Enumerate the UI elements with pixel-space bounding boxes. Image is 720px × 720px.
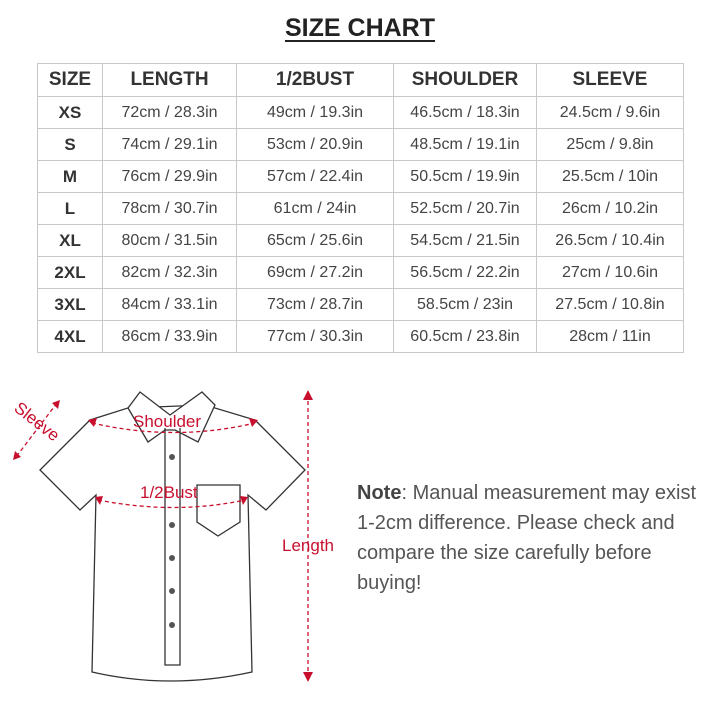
measurement-cell: 26.5cm / 10.4in	[536, 224, 684, 257]
header-sleeve: SLEEVE	[536, 63, 684, 97]
measurement-cell: 52.5cm / 20.7in	[393, 192, 537, 225]
measurement-cell: 80cm / 31.5in	[102, 224, 237, 257]
measurement-cell: 25cm / 9.8in	[536, 128, 684, 161]
note-text: Note: Manual measurement may exist 1-2cm…	[357, 478, 697, 598]
table-row: 3XL 84cm / 33.1in 73cm / 28.7in 58.5cm / 23…	[37, 288, 684, 321]
measurement-cell: 26cm / 10.2in	[536, 192, 684, 225]
measurement-cell: 60.5cm / 23.8in	[393, 320, 537, 353]
size-cell: 3XL	[37, 288, 103, 321]
table-row: 4XL 86cm / 33.9in 77cm / 30.3in 60.5cm / 23…	[37, 320, 684, 353]
measurement-cell: 57cm / 22.4in	[236, 160, 394, 193]
measurement-cell: 56.5cm / 22.2in	[393, 256, 537, 289]
shirt-diagram: Sleeve Shoulder 1/2Bust Length	[11, 390, 334, 682]
table-row: S 74cm / 29.1in 53cm / 20.9in 48.5cm / 19.1…	[37, 128, 684, 161]
measurement-cell: 25.5cm / 10in	[536, 160, 684, 193]
table-row: 2XL 82cm / 32.3in 69cm / 27.2in 56.5cm / 22…	[37, 256, 684, 289]
table-row: M 76cm / 29.9in 57cm / 22.4in 50.5cm / 19.9…	[37, 160, 684, 193]
size-table: SIZE LENGTH 1/2BUST SHOULDER SLEEVE XS 72…	[37, 63, 684, 353]
measurement-cell: 50.5cm / 19.9in	[393, 160, 537, 193]
header-bust: 1/2BUST	[236, 63, 394, 97]
size-cell: XS	[37, 96, 103, 129]
buttons	[169, 454, 175, 628]
measurement-cell: 53cm / 20.9in	[236, 128, 394, 161]
shirt-outline	[39, 391, 306, 682]
measurement-cell: 48.5cm / 19.1in	[393, 128, 537, 161]
table-row: L 78cm / 30.7in 61cm / 24in 52.5cm / 20.7in…	[37, 192, 684, 225]
table-header-row: SIZE LENGTH 1/2BUST SHOULDER SLEEVE	[37, 63, 684, 97]
measurement-cell: 58.5cm / 23in	[393, 288, 537, 321]
measurement-cell: 27.5cm / 10.8in	[536, 288, 684, 321]
header-shoulder: SHOULDER	[393, 63, 537, 97]
measurement-cell: 28cm / 11in	[536, 320, 684, 353]
size-cell: 2XL	[37, 256, 103, 289]
shoulder-label: Shoulder	[133, 412, 201, 431]
measurement-cell: 86cm / 33.9in	[102, 320, 237, 353]
measurement-cell: 46.5cm / 18.3in	[393, 96, 537, 129]
measurement-cell: 27cm / 10.6in	[536, 256, 684, 289]
arrow-heads	[13, 390, 313, 682]
table-row: XS 72cm / 28.3in 49cm / 19.3in 46.5cm / 18.…	[37, 96, 684, 129]
measurement-cell: 84cm / 33.1in	[102, 288, 237, 321]
measurement-cell: 54.5cm / 21.5in	[393, 224, 537, 257]
table-row: XL 80cm / 31.5in 65cm / 25.6in 54.5cm / 21.…	[37, 224, 684, 257]
page-title: SIZE CHART	[285, 14, 435, 42]
measurement-cell: 78cm / 30.7in	[102, 192, 237, 225]
size-cell: M	[37, 160, 103, 193]
measurement-cell: 82cm / 32.3in	[102, 256, 237, 289]
measurement-cell: 24.5cm / 9.6in	[536, 96, 684, 129]
header-length: LENGTH	[102, 63, 237, 97]
note-body: : Manual measurement may exist 1-2cm dif…	[357, 482, 697, 594]
measurement-cell: 72cm / 28.3in	[102, 96, 237, 129]
measure-lines	[15, 394, 309, 678]
header-size: SIZE	[37, 63, 103, 97]
size-cell: S	[37, 128, 103, 161]
size-cell: XL	[37, 224, 103, 257]
measurement-cell: 65cm / 25.6in	[236, 224, 394, 257]
note-label: Note	[357, 482, 402, 504]
size-cell: L	[37, 192, 103, 225]
measurement-cell: 49cm / 19.3in	[236, 96, 394, 129]
length-label: Length	[282, 536, 334, 555]
size-cell: 4XL	[37, 320, 103, 353]
measurement-cell: 69cm / 27.2in	[236, 256, 394, 289]
measurement-cell: 61cm / 24in	[236, 192, 394, 225]
measurement-cell: 76cm / 29.9in	[102, 160, 237, 193]
measurement-cell: 73cm / 28.7in	[236, 288, 394, 321]
bust-label: 1/2Bust	[140, 483, 198, 502]
measurement-cell: 74cm / 29.1in	[102, 128, 237, 161]
measurement-cell: 77cm / 30.3in	[236, 320, 394, 353]
